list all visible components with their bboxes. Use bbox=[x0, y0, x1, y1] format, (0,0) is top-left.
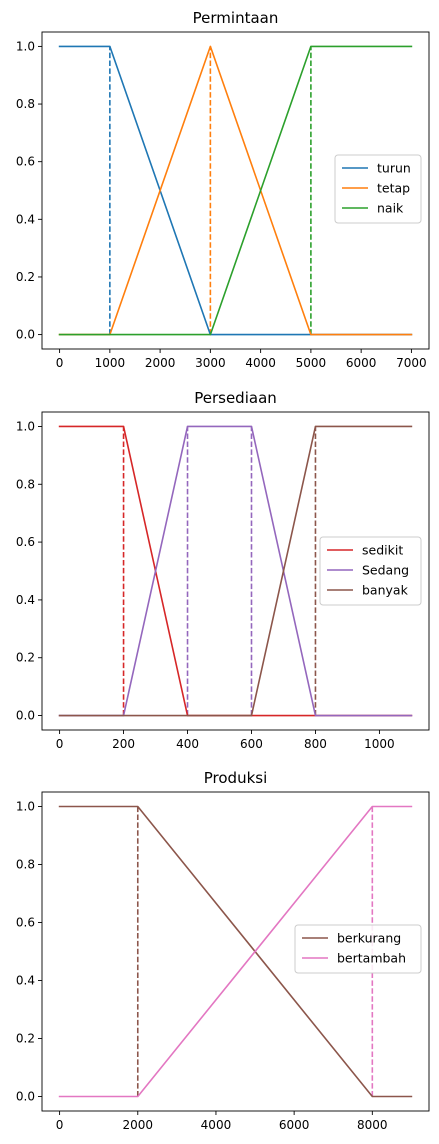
subplot-1: Permintaan 0 1000 2000 3000 4000 5000 6000 7000 0… bbox=[16, 9, 430, 370]
series-line-banyak bbox=[58, 425, 413, 717]
x-tick-label: 0 bbox=[56, 737, 64, 751]
legend-label-banyak: banyak bbox=[362, 583, 409, 598]
series-line-naik bbox=[58, 45, 413, 336]
legend-label-naik: naik bbox=[377, 201, 404, 216]
axes-frame bbox=[41, 411, 430, 731]
axes-frame bbox=[41, 791, 430, 1112]
y-tick-label: 0.2 bbox=[16, 270, 35, 284]
chart-title: Permintaan bbox=[193, 9, 279, 27]
chart-title: Produksi bbox=[204, 769, 268, 787]
y-tick-label: 0.0 bbox=[16, 328, 35, 342]
series-line-bertambah bbox=[58, 805, 413, 1098]
x-tick-label: 2000 bbox=[145, 356, 176, 370]
x-tick-label: 6000 bbox=[279, 1118, 310, 1132]
x-tick-label: 200 bbox=[112, 737, 135, 751]
x-tick-label: 1000 bbox=[95, 356, 126, 370]
y-tick-label: 1.0 bbox=[16, 419, 35, 433]
legend-label-berkurang: berkurang bbox=[337, 931, 401, 946]
legend-label-bertambah: bertambah bbox=[337, 951, 406, 966]
y-tick-label: 0.6 bbox=[16, 155, 35, 169]
y-tick-label: 0.2 bbox=[16, 1032, 35, 1046]
subplot-3: Produksi 0 2000 4000 6000 8000 0.0 0.2 0.4 0.6 0.8… bbox=[16, 769, 430, 1132]
legend: turun tetap naik bbox=[334, 154, 422, 224]
legend-label-turun: turun bbox=[377, 161, 411, 176]
x-tick-label: 0 bbox=[56, 1118, 64, 1132]
y-tick-label: 0.2 bbox=[16, 651, 35, 665]
legend-label-sedang: Sedang bbox=[362, 563, 409, 578]
y-tick-label: 0.8 bbox=[16, 97, 35, 111]
x-tick-label: 0 bbox=[56, 356, 64, 370]
y-tick-label: 1.0 bbox=[16, 39, 35, 53]
y-tick-label: 0.6 bbox=[16, 535, 35, 549]
y-tick-label: 0.4 bbox=[16, 212, 35, 226]
legend-box bbox=[334, 154, 422, 224]
x-tick-label: 7000 bbox=[396, 356, 427, 370]
y-tick-label: 0.8 bbox=[16, 477, 35, 491]
x-tick-label: 5000 bbox=[296, 356, 327, 370]
legend-box bbox=[319, 536, 422, 606]
legend: berkurang bertambah bbox=[294, 924, 422, 974]
y-tick-label: 0.4 bbox=[16, 593, 35, 607]
subplot-2: Persediaan 0 200 400 600 800 1000 0.0 0.2 0.4 0.6 0… bbox=[16, 389, 430, 751]
y-tick-label: 0.4 bbox=[16, 974, 35, 988]
x-tick-label: 2000 bbox=[122, 1118, 153, 1132]
x-tick-label: 1000 bbox=[364, 737, 395, 751]
x-tick-label: 3000 bbox=[195, 356, 226, 370]
legend-box bbox=[294, 924, 422, 974]
y-tick-label: 0.8 bbox=[16, 858, 35, 872]
legend-label-sedikit: sedikit bbox=[362, 543, 403, 558]
legend: sedikit Sedang banyak bbox=[319, 536, 422, 606]
x-tick-label: 8000 bbox=[357, 1118, 388, 1132]
x-tick-label: 4000 bbox=[245, 356, 276, 370]
y-tick-label: 0.0 bbox=[16, 1090, 35, 1104]
x-tick-label: 600 bbox=[240, 737, 263, 751]
y-tick-label: 0.6 bbox=[16, 916, 35, 930]
legend-label-tetap: tetap bbox=[377, 181, 410, 196]
y-tick-label: 0.0 bbox=[16, 709, 35, 723]
y-tick-label: 1.0 bbox=[16, 800, 35, 814]
x-tick-label: 400 bbox=[176, 737, 199, 751]
axes-frame bbox=[41, 31, 430, 350]
chart-title: Persediaan bbox=[194, 389, 277, 407]
x-tick-label: 800 bbox=[304, 737, 327, 751]
x-tick-label: 6000 bbox=[346, 356, 377, 370]
x-tick-label: 4000 bbox=[201, 1118, 232, 1132]
